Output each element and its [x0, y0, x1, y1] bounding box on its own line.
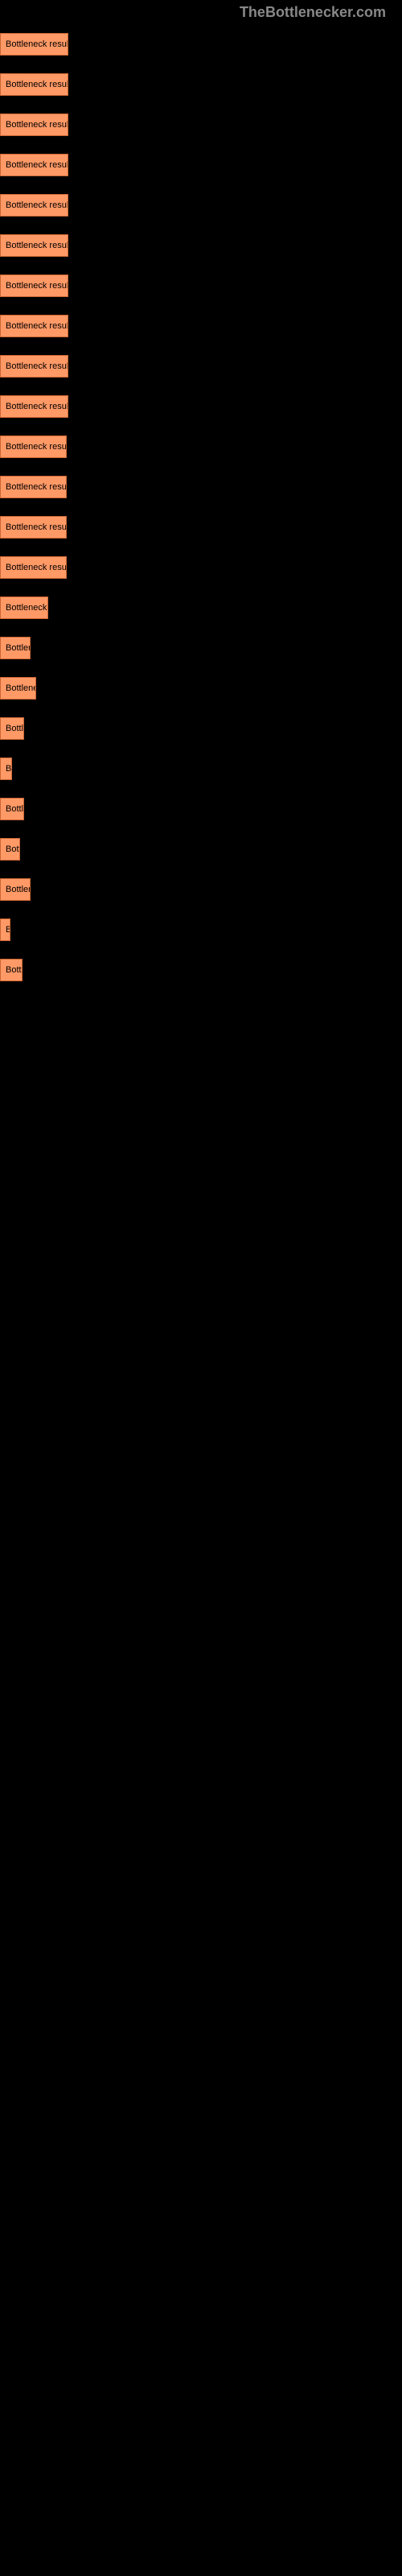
bar-row: Bottleneck result [0, 114, 402, 136]
bar-row: Bottleneck [0, 677, 402, 700]
bottleneck-bar: Bottleneck result [0, 315, 68, 337]
bottleneck-bar: Bottle [0, 959, 23, 981]
bottleneck-bar: Bottle [0, 717, 24, 740]
bar-row: Bottleneck re [0, 597, 402, 619]
bar-row: Bottle [0, 717, 402, 740]
bottleneck-bar: Bottleneck result [0, 33, 68, 56]
bottleneck-bar: Bottlene [0, 878, 31, 901]
bottleneck-bar: Bottleneck result [0, 194, 68, 217]
bar-row: Bottleneck result [0, 436, 402, 458]
bar-row: Bottleneck result [0, 516, 402, 539]
bottleneck-bar: Bottleneck result [0, 516, 67, 539]
bottleneck-bar: Bottleneck result [0, 154, 68, 176]
bottleneck-bar: Bottleneck result [0, 234, 68, 257]
bar-row: Bottleneck result [0, 355, 402, 378]
bottleneck-bar: Bottleneck result [0, 436, 67, 458]
bottleneck-bar: Bottleneck re [0, 597, 48, 619]
bar-row: Bottleneck result [0, 556, 402, 579]
bar-row: Bottl [0, 838, 402, 861]
bar-row: Bottlene [0, 878, 402, 901]
bar-row: Bottleneck result [0, 33, 402, 56]
bar-row: B [0, 919, 402, 941]
bottleneck-bar: Bottleneck result [0, 275, 68, 297]
bar-row: Bottle [0, 798, 402, 820]
bottleneck-bar: Bottle [0, 798, 24, 820]
site-title: TheBottlenecker.com [240, 4, 386, 20]
site-header: TheBottlenecker.com [0, 0, 402, 25]
bottleneck-bar: Bottleneck result [0, 476, 67, 498]
bottleneck-bar: Bottleneck result [0, 73, 68, 96]
bottleneck-bar: Bottleneck result [0, 355, 68, 378]
bar-row: Bottlene [0, 637, 402, 659]
bar-row: Bottleneck result [0, 73, 402, 96]
bottleneck-bar: Bottleneck result [0, 556, 67, 579]
bar-chart: Bottleneck result Bottleneck result Bottle… [0, 25, 402, 1007]
bar-row: Bottleneck result [0, 395, 402, 418]
bar-row: Bottleneck result [0, 315, 402, 337]
bottleneck-bar: B [0, 919, 10, 941]
bar-row: Bottleneck result [0, 154, 402, 176]
bar-row: Bottleneck result [0, 476, 402, 498]
bottleneck-bar: Bottl [0, 838, 20, 861]
bar-row: Bottleneck result [0, 275, 402, 297]
bar-row: Bo [0, 758, 402, 780]
bottleneck-bar: Bottleneck [0, 677, 36, 700]
bottleneck-bar: Bo [0, 758, 12, 780]
bar-row: Bottleneck result [0, 234, 402, 257]
bottleneck-bar: Bottlene [0, 637, 31, 659]
bar-row: Bottleneck result [0, 194, 402, 217]
bottleneck-bar: Bottleneck result [0, 114, 68, 136]
bottleneck-bar: Bottleneck result [0, 395, 68, 418]
bar-row: Bottle [0, 959, 402, 981]
